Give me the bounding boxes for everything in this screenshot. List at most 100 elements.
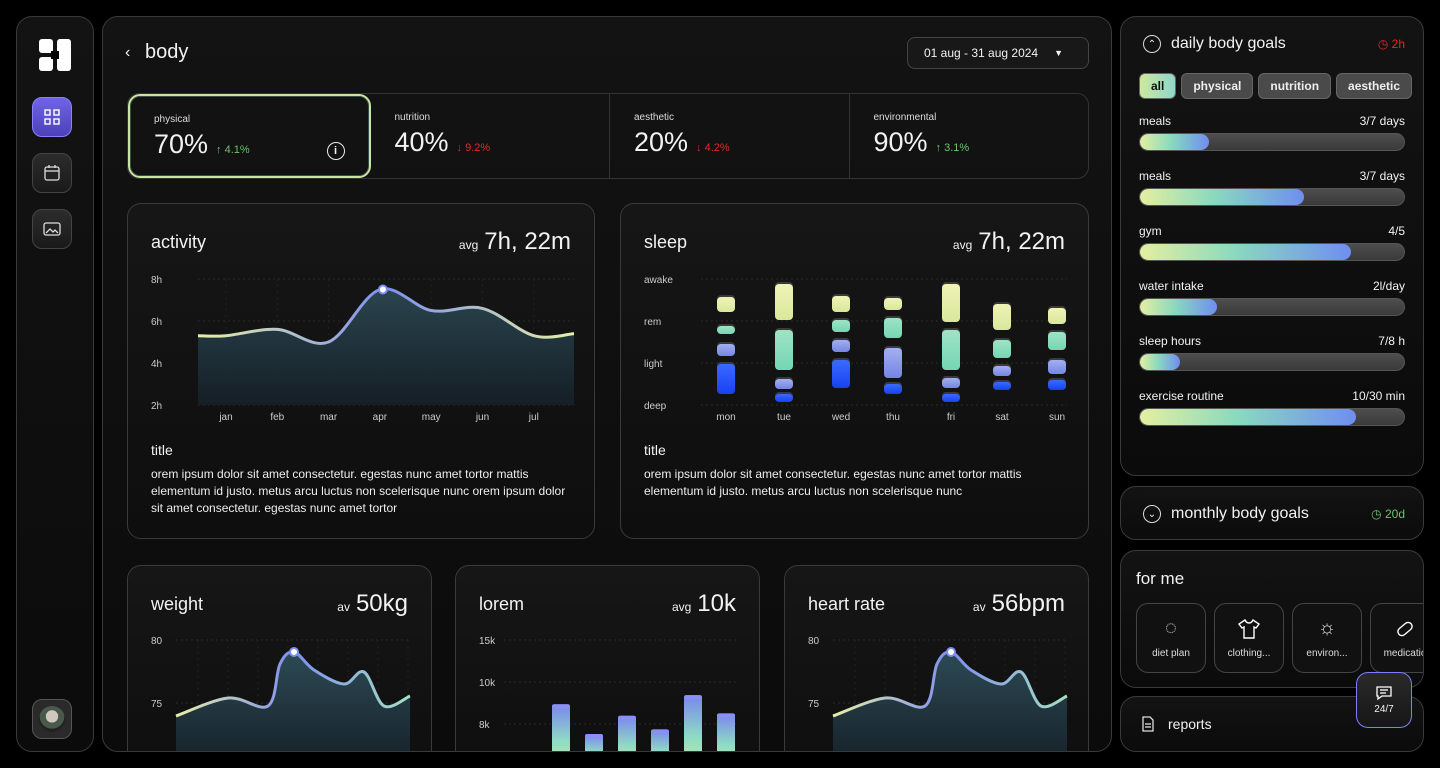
sleep-bar[interactable]: [884, 298, 902, 310]
goal-progress-bar: [1139, 243, 1405, 261]
sleep-bar[interactable]: [832, 296, 850, 312]
collapse-icon[interactable]: ⌃: [1143, 35, 1161, 53]
sleep-bar[interactable]: [717, 364, 735, 394]
goal-progress-bar: [1139, 188, 1405, 206]
nav-dashboard[interactable]: [32, 97, 72, 137]
lorem-bar-cap: [651, 729, 669, 734]
nav-gallery[interactable]: [32, 209, 72, 249]
sleep-bar[interactable]: [884, 318, 902, 338]
x-tick-label: jan: [218, 412, 232, 423]
stat-environmental[interactable]: environmental 90% ↑ 3.1%: [850, 94, 1089, 178]
tile-clothing[interactable]: clothing...: [1214, 603, 1284, 673]
filter-physical[interactable]: physical: [1181, 73, 1254, 99]
sleep-bar[interactable]: [993, 340, 1011, 358]
sleep-bar[interactable]: [884, 384, 902, 394]
sleep-bar[interactable]: [775, 394, 793, 402]
sleep-bar[interactable]: [942, 378, 960, 388]
tile-diet-plan[interactable]: ◌ diet plan: [1136, 603, 1206, 673]
area-fill: [176, 651, 410, 751]
sleep-bar[interactable]: [832, 320, 850, 332]
tile-medication[interactable]: medicatio: [1370, 603, 1424, 673]
sleep-bar[interactable]: [1048, 308, 1066, 324]
sleep-bar[interactable]: [775, 284, 793, 320]
y-tick-label: 8h: [151, 275, 162, 286]
sleep-bar[interactable]: [832, 360, 850, 388]
sleep-bar[interactable]: [832, 340, 850, 352]
arrow-down-icon: ↓: [456, 142, 466, 154]
filter-aesthetic[interactable]: aesthetic: [1336, 73, 1413, 99]
y-tick-label: 10k: [479, 678, 496, 689]
sleep-bar[interactable]: [993, 366, 1011, 376]
lorem-bar-cap: [618, 715, 636, 720]
card-title: lorem: [479, 594, 525, 614]
lorem-bar[interactable]: [552, 704, 570, 752]
sleep-bar[interactable]: [775, 379, 793, 389]
sleep-bar[interactable]: [717, 344, 735, 356]
y-tick-label: 6h: [151, 317, 162, 328]
nav-calendar[interactable]: [32, 153, 72, 193]
stat-label: environmental: [873, 112, 937, 123]
filter-nutrition[interactable]: nutrition: [1258, 73, 1332, 99]
lorem-bar-cap: [684, 695, 702, 700]
lorem-card: 15k 10k 8k lorem avg 10k: [455, 565, 760, 752]
y-tick-label: deep: [644, 401, 667, 412]
expand-icon[interactable]: ⌄: [1143, 505, 1161, 523]
goal-item: water intake 2l/day: [1139, 279, 1405, 316]
avg-value: 56bpm: [991, 590, 1065, 617]
lorem-bar[interactable]: [585, 734, 603, 752]
sleep-bar[interactable]: [942, 330, 960, 370]
activity-card: 8h 6h 4h 2h jan feb mar apr may jun jul activity a…: [127, 203, 595, 539]
stat-label: nutrition: [394, 112, 431, 123]
sleep-bar[interactable]: [993, 382, 1011, 390]
sleep-bar[interactable]: [1048, 332, 1066, 350]
goal-progress-bar: [1139, 133, 1405, 151]
tile-label: diet plan: [1152, 648, 1190, 659]
sleep-bar[interactable]: [775, 330, 793, 370]
date-range-select[interactable]: 01 aug - 31 aug 2024 ▼: [907, 37, 1089, 69]
sleep-bar[interactable]: [884, 348, 902, 378]
sleep-bar[interactable]: [1048, 360, 1066, 374]
monthly-goals-panel[interactable]: ⌄ monthly body goals ◷ 20d: [1120, 486, 1424, 540]
goal-progress-bar: [1139, 298, 1405, 316]
lorem-bar[interactable]: [618, 715, 636, 752]
highlight-point[interactable]: [946, 647, 956, 657]
back-icon[interactable]: ‹: [125, 44, 131, 61]
sleep-bar[interactable]: [993, 304, 1011, 330]
stat-physical[interactable]: physical 70% ↑ 4.1% i: [128, 94, 371, 178]
lorem-bar[interactable]: [651, 729, 669, 752]
stat-value: 70%: [154, 129, 209, 159]
chat-button[interactable]: 24/7: [1356, 672, 1412, 728]
avg-value: 10k: [697, 590, 736, 617]
goal-progress-fill: [1140, 299, 1217, 315]
stat-value: 90%: [873, 127, 928, 157]
stat-change: 9.2%: [465, 142, 491, 154]
highlight-point[interactable]: [377, 284, 388, 295]
avg-value: 50kg: [355, 590, 408, 617]
sleep-bar[interactable]: [717, 297, 735, 312]
y-tick-label: 75: [808, 699, 820, 710]
card-title: activity: [151, 232, 207, 252]
sleep-bar[interactable]: [942, 284, 960, 322]
info-icon[interactable]: i: [326, 142, 345, 160]
sleep-bar[interactable]: [1048, 380, 1066, 390]
stat-aesthetic[interactable]: aesthetic 20% ↓ 4.2%: [610, 94, 850, 178]
monthly-timer: ◷ 20d: [1371, 507, 1405, 521]
stat-nutrition[interactable]: nutrition 40% ↓ 9.2%: [371, 94, 610, 178]
sleep-bar[interactable]: [717, 326, 735, 334]
lorem-bar[interactable]: [684, 695, 702, 752]
highlight-point[interactable]: [289, 647, 299, 657]
tshirt-icon: [1237, 618, 1261, 639]
heart-rate-chart: 80 75: [808, 636, 1068, 751]
sleep-bar[interactable]: [942, 394, 960, 402]
x-tick-label: wed: [831, 412, 850, 423]
user-avatar[interactable]: [32, 699, 72, 739]
x-tick-label: mon: [716, 412, 735, 423]
tile-environment[interactable]: ☼ environ...: [1292, 603, 1362, 673]
tile-label: medicatio: [1383, 647, 1424, 659]
left-sidebar: [16, 16, 94, 752]
lorem-bar[interactable]: [717, 713, 735, 752]
app-logo[interactable]: [37, 37, 73, 73]
for-me-panel: for me ◌ diet plan clothing... ☼ environ..…: [1120, 550, 1424, 688]
card-description: orem ipsum dolor sit amet consectetur. e…: [151, 467, 566, 515]
filter-all[interactable]: all: [1139, 73, 1177, 99]
